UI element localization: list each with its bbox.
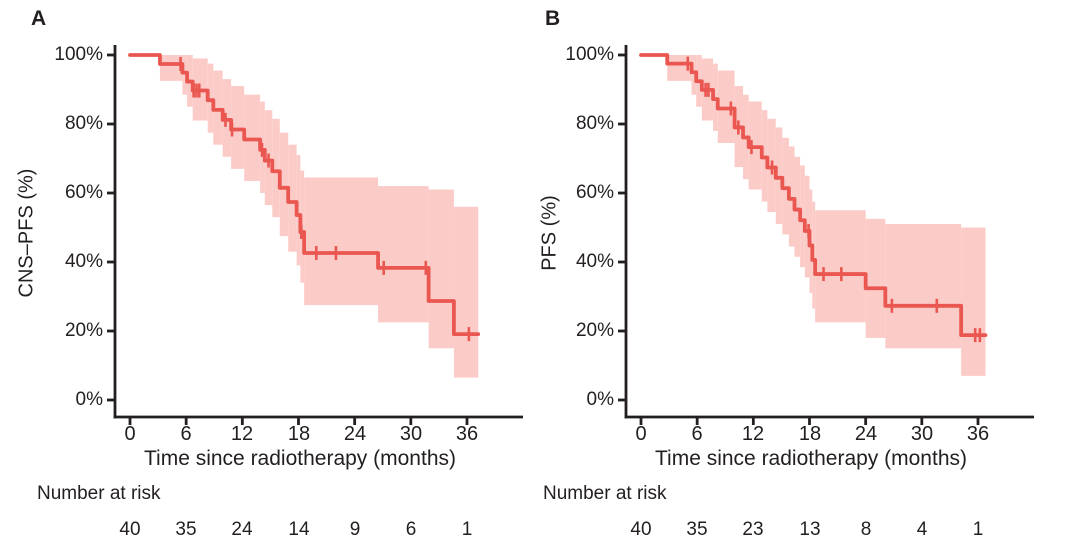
risk-count: 24 (231, 519, 253, 540)
panel-a-risk-header: Number at risk (37, 483, 161, 504)
risk-count: 13 (799, 519, 821, 540)
risk-count: 1 (461, 519, 473, 540)
confidence-band (667, 55, 986, 376)
risk-count: 9 (349, 519, 361, 540)
risk-count: 14 (288, 519, 310, 540)
x-tick-label: 0 (635, 423, 647, 445)
risk-count: 35 (686, 519, 708, 540)
x-tick-label: 36 (455, 423, 479, 445)
censor-marks (179, 56, 471, 342)
y-tick-label: 40% (575, 251, 614, 272)
x-tick-label: 6 (180, 423, 192, 445)
panel-b-x-axis-label: Time since radiotherapy (months) (654, 447, 967, 470)
risk-count: 1 (972, 519, 984, 540)
x-tick-label: 18 (798, 423, 822, 445)
risk-count: 4 (916, 519, 928, 540)
panel-b-risk-header: Number at risk (543, 483, 667, 504)
risk-count: 40 (119, 519, 141, 540)
panel-b-letter: B (545, 7, 561, 30)
y-tick-label: 0% (75, 389, 103, 410)
panel-b-plot (618, 45, 1034, 425)
y-tick-label: 100% (54, 44, 103, 65)
y-tick-label: 0% (586, 389, 614, 410)
y-tick-label: 60% (64, 182, 103, 203)
panel-a-letter: A (31, 7, 47, 30)
x-tick-label: 6 (691, 423, 703, 445)
x-tick-label: 30 (399, 423, 423, 445)
x-tick-label: 12 (230, 423, 254, 445)
risk-count: 35 (175, 519, 197, 540)
x-tick-label: 36 (966, 423, 990, 445)
panel-a-plot (107, 45, 523, 425)
x-tick-label: 24 (343, 423, 367, 445)
x-tick-label: 24 (854, 423, 878, 445)
y-tick-label: 100% (565, 44, 614, 65)
x-tick-label: 12 (741, 423, 765, 445)
confidence-band (159, 55, 479, 378)
risk-count: 8 (860, 519, 872, 540)
panel-b: B PFS (%) 100% 80% 60% 40% 20% 0% 0 6 12… (511, 0, 1051, 551)
y-tick-label: 80% (64, 113, 103, 134)
y-tick-label: 20% (64, 320, 103, 341)
survival-curve (639, 53, 988, 338)
y-tick-label: 20% (575, 320, 614, 341)
axes (618, 45, 1034, 425)
x-tick-label: 18 (287, 423, 311, 445)
panel-a: A CNS–PFS (%) 100% 80% 60% 40% 20% 0% 0 … (16, 7, 523, 540)
risk-count: 23 (742, 519, 764, 540)
panel-a-x-axis-label: Time since radiotherapy (months) (143, 447, 456, 470)
axes (107, 45, 523, 425)
risk-count: 6 (405, 519, 417, 540)
x-tick-label: 30 (910, 423, 934, 445)
y-tick-label: 60% (575, 182, 614, 203)
censor-marks (686, 56, 982, 343)
x-tick-label: 0 (124, 423, 136, 445)
y-tick-label: 80% (575, 113, 614, 134)
y-tick-label: 40% (64, 251, 103, 272)
risk-count: 40 (630, 519, 652, 540)
